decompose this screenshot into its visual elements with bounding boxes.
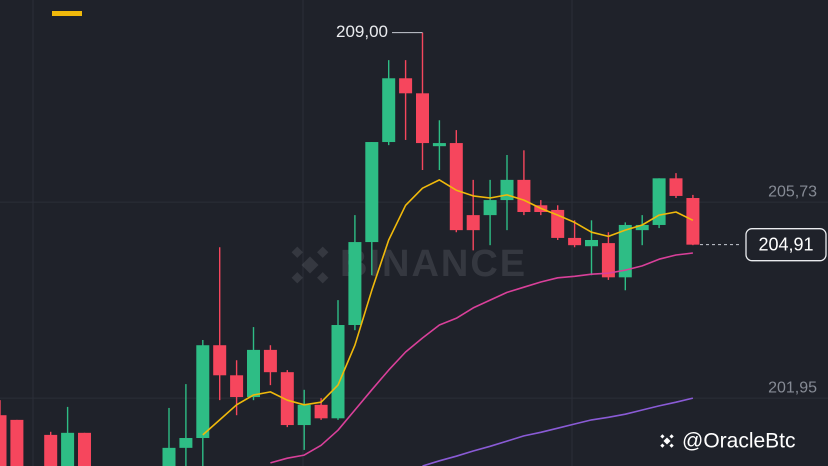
candle-body — [399, 78, 413, 94]
candle-body — [0, 415, 7, 466]
candle-body — [179, 438, 193, 448]
ma-line — [270, 252, 693, 464]
max-label: 209,00 — [336, 22, 388, 41]
candle-body — [365, 142, 379, 243]
ma-line — [422, 397, 694, 466]
tab-indicator — [52, 11, 82, 16]
candle-body — [517, 179, 531, 213]
watermark-text: BINANCE — [340, 243, 527, 285]
candle-body — [416, 93, 429, 144]
candle-body — [263, 349, 277, 373]
candle-body — [432, 143, 446, 147]
candle-body — [78, 432, 91, 466]
candle-body — [297, 404, 311, 426]
candle-body — [483, 200, 497, 216]
candle-body — [314, 404, 328, 419]
candle-body — [162, 447, 176, 466]
watermark: BINANCE — [291, 243, 527, 285]
candle-body — [466, 215, 480, 231]
y-tick-label: 201,95 — [768, 379, 817, 396]
price-box — [745, 228, 827, 262]
candle-body — [61, 432, 75, 466]
candle-body — [601, 243, 615, 278]
candle-body — [10, 419, 24, 466]
ma-line — [202, 179, 694, 436]
candle-body — [652, 178, 666, 225]
credit-text: @OracleBtc — [682, 430, 796, 453]
candle-body — [585, 239, 598, 247]
candle-body — [348, 242, 362, 326]
candle-body — [635, 224, 649, 231]
candle-body — [213, 345, 227, 376]
candle-body — [247, 349, 260, 398]
price-label: 204,91 — [758, 234, 813, 254]
candle-body — [196, 345, 210, 439]
plot: 205,73 201,95 209,00 204,91 — [0, 22, 828, 466]
candle-body — [382, 78, 396, 143]
candle-body — [449, 143, 463, 231]
candle-body — [44, 434, 58, 466]
candle-body — [568, 237, 582, 246]
candle-body — [618, 224, 632, 278]
candle-body — [230, 375, 244, 398]
candle-body — [280, 372, 294, 426]
y-tick-label: 205,73 — [768, 183, 817, 200]
candle-body — [686, 198, 700, 245]
candle-body — [669, 178, 683, 196]
candle-body — [331, 325, 345, 419]
